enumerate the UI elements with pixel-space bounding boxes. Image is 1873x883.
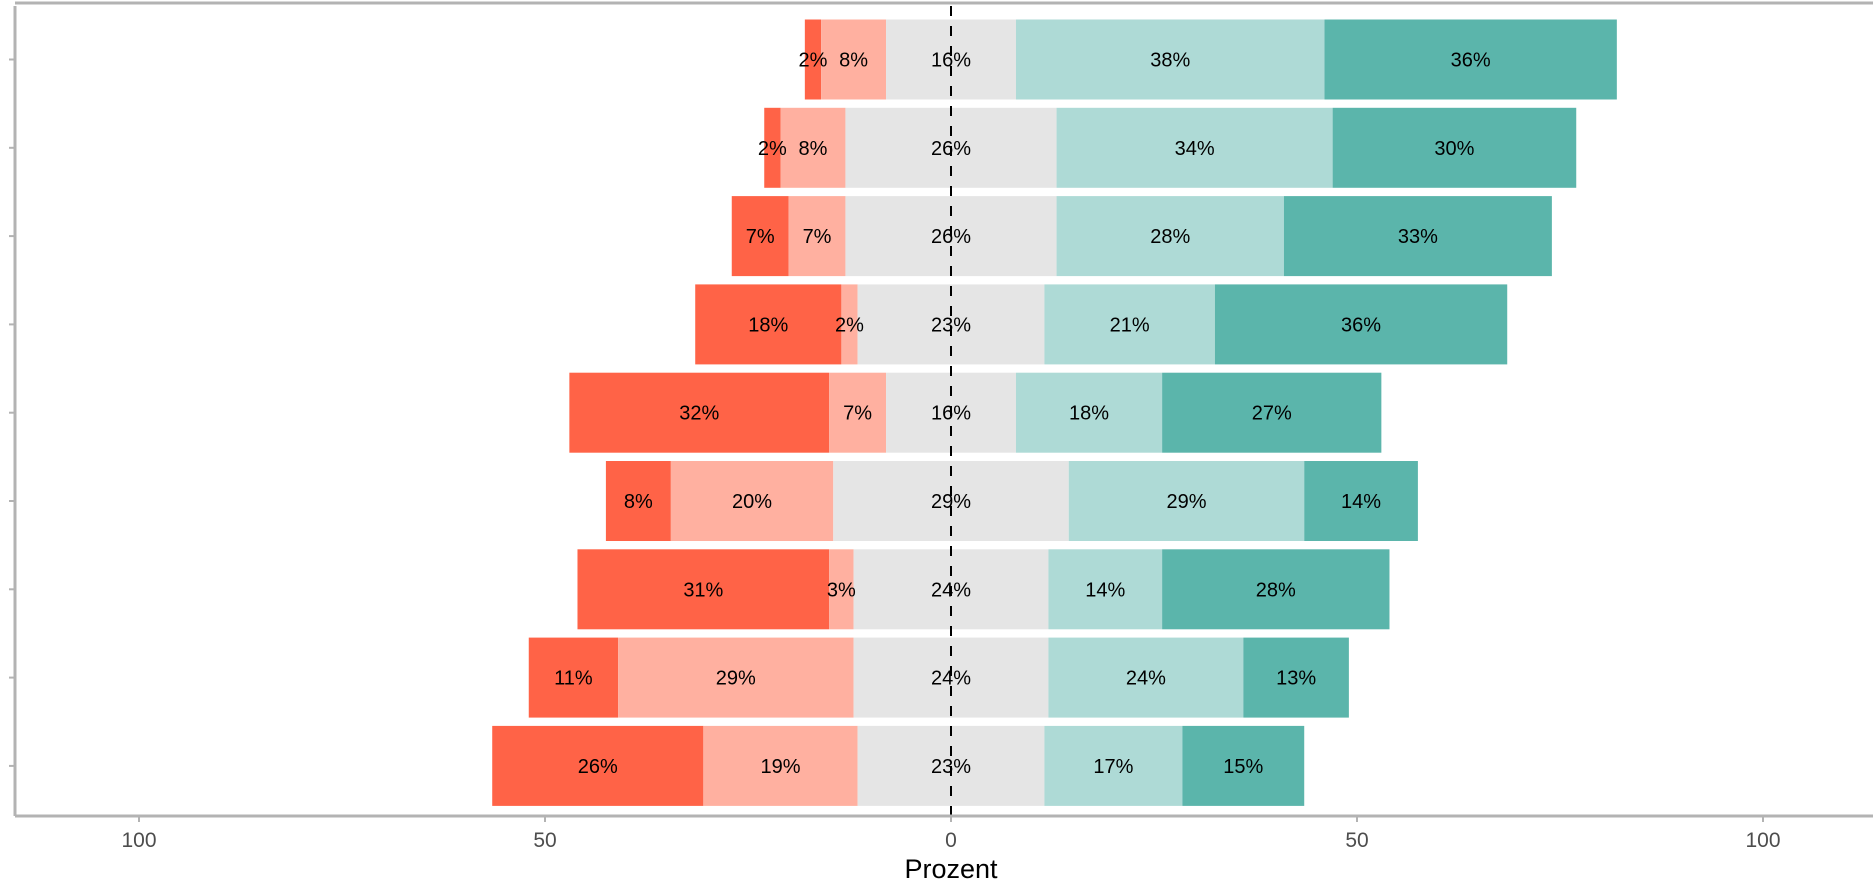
data-label: 34% xyxy=(1175,138,1215,160)
x-tick-label: 50 xyxy=(533,829,556,852)
bar-pos1 xyxy=(1056,107,1333,188)
bar-neg1 xyxy=(703,725,858,806)
data-label: 7% xyxy=(803,226,832,248)
bar-pos2 xyxy=(1162,549,1390,630)
x-tick-label: 0 xyxy=(945,829,957,852)
data-label: 14% xyxy=(1341,491,1381,513)
data-label: 14% xyxy=(1085,579,1125,601)
bar-neg2 xyxy=(695,284,842,365)
data-label: 17% xyxy=(1093,756,1133,778)
bar-neg1 xyxy=(841,284,858,365)
data-label: 26% xyxy=(931,226,971,248)
data-label: 30% xyxy=(1434,138,1474,160)
bar-neg2 xyxy=(605,461,671,541)
bar-pos1 xyxy=(1056,196,1284,277)
data-label: 27% xyxy=(1252,403,1292,425)
data-label: 8% xyxy=(624,491,653,513)
bar-neg2 xyxy=(804,19,822,100)
data-label: 2% xyxy=(799,50,828,72)
data-label: 16% xyxy=(931,50,971,72)
data-label: 33% xyxy=(1398,226,1438,248)
data-label: 24% xyxy=(1126,668,1166,690)
data-label: 7% xyxy=(843,403,872,425)
bar-neg1 xyxy=(788,196,846,277)
bar-pos2 xyxy=(1214,284,1508,365)
bar-pos2 xyxy=(1243,637,1349,718)
bar-neg2 xyxy=(731,196,789,277)
bar-pos1 xyxy=(1068,461,1305,541)
data-label: 28% xyxy=(1150,226,1190,248)
data-label: 18% xyxy=(1069,403,1109,425)
x-axis: 100 50 0 50 100 xyxy=(121,816,1781,852)
data-label: 32% xyxy=(679,403,719,425)
data-label: 2% xyxy=(758,138,787,160)
bar-pos2 xyxy=(1332,107,1577,188)
data-label: 31% xyxy=(683,579,723,601)
data-label: 29% xyxy=(716,668,756,690)
bar-neg1 xyxy=(780,107,846,188)
data-label: 24% xyxy=(931,668,971,690)
bar-pos2 xyxy=(1304,461,1418,541)
data-label: 8% xyxy=(799,138,828,160)
data-label: 21% xyxy=(1110,314,1150,336)
bar-pos1 xyxy=(1015,19,1325,100)
bar-pos1 xyxy=(1048,637,1244,718)
data-label: 2% xyxy=(835,314,864,336)
bar-pos1 xyxy=(1048,549,1163,630)
bar-neg2 xyxy=(492,725,704,806)
bar-neg1 xyxy=(618,637,854,718)
data-label: 18% xyxy=(748,314,788,336)
bar-pos1 xyxy=(1044,284,1215,365)
data-label: 28% xyxy=(1256,579,1296,601)
bar-neg2 xyxy=(528,637,619,718)
data-label: 38% xyxy=(1150,50,1190,72)
data-label: 23% xyxy=(931,314,971,336)
data-label: 29% xyxy=(1166,491,1206,513)
bar-pos2 xyxy=(1182,725,1305,806)
bar-neg2 xyxy=(764,107,781,188)
data-label: 36% xyxy=(1341,314,1381,336)
bar-pos1 xyxy=(1015,372,1163,453)
data-label: 29% xyxy=(931,491,971,513)
bar-neg1 xyxy=(829,372,887,453)
bar-pos2 xyxy=(1324,19,1617,100)
x-tick-label: 50 xyxy=(1345,829,1368,852)
data-label: 15% xyxy=(1223,756,1263,778)
bar-neg1 xyxy=(821,19,887,100)
bar-neg1 xyxy=(670,461,834,541)
data-label: 3% xyxy=(827,579,856,601)
data-label: 19% xyxy=(760,756,800,778)
data-label: 26% xyxy=(578,756,618,778)
panel-frame xyxy=(9,1,1873,818)
bar-pos2 xyxy=(1283,196,1552,277)
data-label: 13% xyxy=(1276,668,1316,690)
x-tick-label: 100 xyxy=(1745,829,1780,852)
bar-neg1 xyxy=(829,549,854,630)
bar-pos2 xyxy=(1162,372,1382,453)
x-axis-title: Prozent xyxy=(904,854,998,883)
data-label: 8% xyxy=(839,50,868,72)
x-tick-label: 100 xyxy=(121,829,156,852)
bar-neg2 xyxy=(569,372,830,453)
data-label: 11% xyxy=(554,668,593,690)
bar-neg2 xyxy=(577,549,830,630)
data-label: 20% xyxy=(732,491,772,513)
data-label: 7% xyxy=(746,226,775,248)
bar-pos1 xyxy=(1044,725,1183,806)
segment-labels: 2% 8% 16% 38% 36% 2% 8% 26% 34% 30% 7% 7% 26% 28% 33% 1… xyxy=(554,50,1491,778)
data-label: 36% xyxy=(1451,50,1491,72)
